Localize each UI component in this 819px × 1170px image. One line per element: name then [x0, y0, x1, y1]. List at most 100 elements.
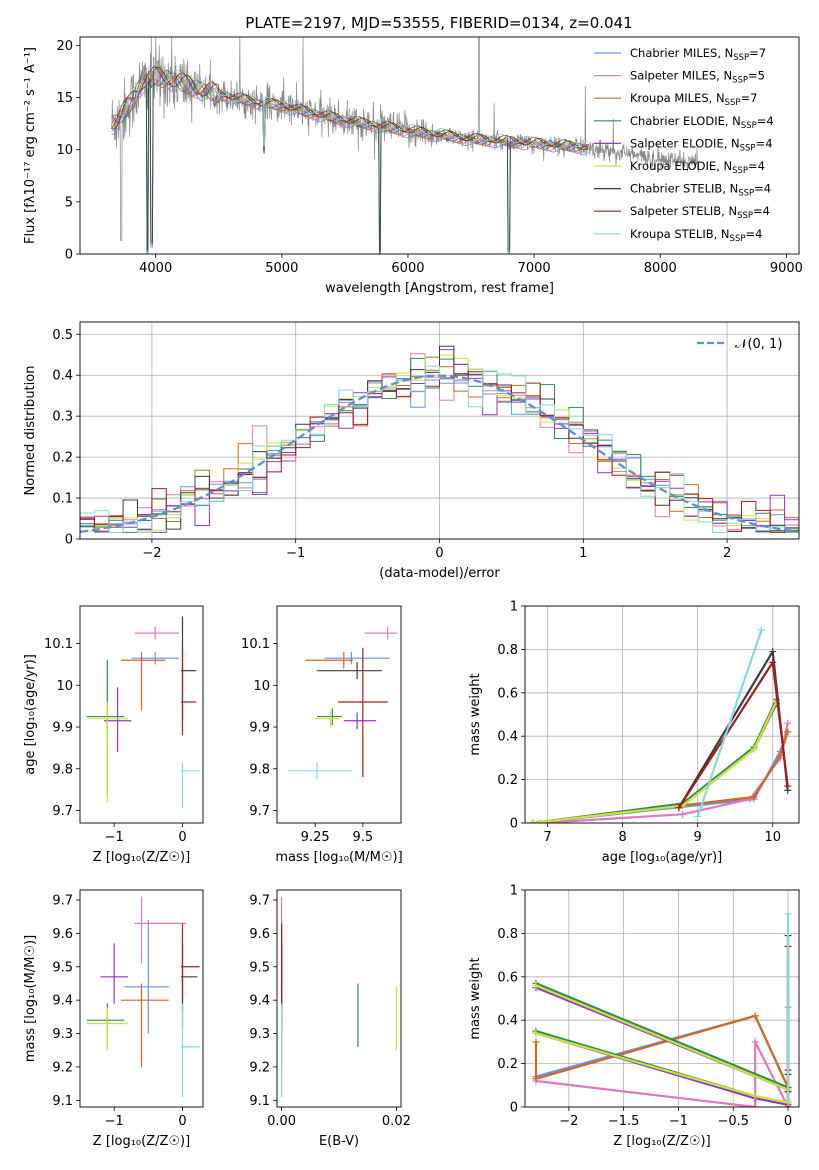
- errorbar-kroupa-elodie: [315, 710, 340, 728]
- y-tick-label: 0.2: [497, 773, 518, 788]
- series-line: [535, 986, 790, 1106]
- y-tick-label: 0.2: [52, 451, 73, 466]
- data-point: [532, 981, 540, 989]
- data-point: [776, 752, 784, 760]
- legend-label-suffix: =5: [748, 69, 765, 83]
- data-point: [784, 782, 792, 790]
- axes-frame: [79, 321, 800, 540]
- errorbar-salpeter-miles: [364, 626, 398, 640]
- legend-label-text: Kroupa ELODIE, N: [630, 159, 732, 173]
- series-salpeter-miles: [536, 719, 792, 823]
- data-point: [675, 804, 683, 812]
- errorbar-chabrier-stelib: [181, 943, 198, 1027]
- x-axis-label: (data-model)/error: [379, 566, 500, 581]
- errorbar-salpeter-miles: [134, 896, 186, 964]
- data-point: [751, 1038, 759, 1046]
- histograms: [80, 345, 799, 533]
- legend-label-sub: SSP: [738, 189, 754, 199]
- errorbar-chabrier-stelib: [317, 662, 382, 680]
- legend-label: Salpeter STELIB, NSSP=4: [630, 204, 770, 221]
- x-tick-label: −0.5: [717, 1114, 749, 1129]
- x-tick-label: 7000: [518, 261, 551, 276]
- y-tick-label: 0: [510, 817, 518, 832]
- axes-frame: [79, 889, 204, 1108]
- spectrum-panel: 4000 5000 6000 7000 8000 9000 0 5 10 15 20 waveleng…: [23, 14, 803, 296]
- x-axis-label: E(B-V): [319, 1134, 359, 1149]
- y-tick-label: 0: [65, 248, 73, 263]
- errorbar-chabrier-stelib: [181, 616, 197, 721]
- y-axis-label: Normed distribution: [23, 366, 38, 496]
- x-tick-label: 1: [579, 546, 587, 561]
- y-tick-label: 10: [253, 679, 270, 694]
- y-tick-label: 9.1: [52, 1094, 73, 1109]
- x-axis-label: wavelength [Angstrom, rest frame]: [325, 281, 554, 296]
- axes-frame: [524, 889, 800, 1108]
- errorbars: [288, 626, 398, 780]
- x-tick-label: 9.25: [301, 830, 330, 845]
- x-tick-label: −1.5: [608, 1114, 640, 1129]
- data-point: [784, 728, 792, 736]
- mass-vs-ebv-panel: 0.00 0.02 9.1 9.2 9.3 9.4 9.5 9.6 9.7 E(B-V): [249, 889, 411, 1149]
- data-point: [529, 819, 537, 823]
- errorbar-chabrier-elodie: [86, 1003, 125, 1047]
- series-line: [696, 629, 763, 817]
- errorbar-salpeter-stelib: [338, 647, 388, 778]
- y-tick-label: 9.4: [52, 994, 73, 1009]
- series-chabrier-elodie: [529, 695, 780, 823]
- x-tick-label: 7: [543, 830, 551, 845]
- legend-label-sub: SSP: [730, 234, 746, 244]
- legend-label: Salpeter MILES, NSSP=5: [630, 69, 765, 86]
- y-tick-label: 10.1: [241, 637, 270, 652]
- y-tick-label: 9.5: [249, 960, 270, 975]
- series-kroupa-stelib: [694, 626, 765, 820]
- errorbar-kroupa-elodie: [86, 1006, 128, 1051]
- legend-label-suffix: =4: [753, 204, 770, 218]
- x-tick-label: −2: [559, 1114, 578, 1129]
- legend-label-suffix: =4: [757, 114, 774, 128]
- data-point: [750, 793, 758, 801]
- axes-frame: [524, 605, 800, 824]
- y-tick-label: 9.4: [249, 994, 270, 1009]
- x-tick-label: 4000: [139, 261, 172, 276]
- data-point: [532, 1029, 540, 1037]
- y-tick-label: 10.1: [44, 637, 73, 652]
- errorbar-kroupa-stelib: [181, 1003, 200, 1097]
- x-tick-label: 2: [723, 546, 731, 561]
- data-spectrum: [111, 37, 699, 241]
- data-point: [532, 1075, 540, 1083]
- data-point: [769, 648, 777, 656]
- data-point: [679, 810, 687, 818]
- data-point: [532, 1038, 540, 1046]
- legend-label: Chabrier MILES, NSSP=7: [630, 46, 766, 63]
- errorbar-salpeter-elodie: [100, 943, 128, 1004]
- histogram-chabrier-stelib: [80, 345, 799, 532]
- x-tick-label: 0: [178, 1114, 186, 1129]
- y-tick-label: 9.3: [249, 1027, 270, 1042]
- y-tick-label: 0: [65, 533, 73, 548]
- errorbar-chabrier-miles: [324, 651, 390, 665]
- series-salpeter-elodie: [532, 984, 792, 1107]
- legend-label-text: Salpeter STELIB, N: [630, 204, 737, 218]
- y-tick-label: 0: [510, 1101, 518, 1116]
- legend-label-sub: SSP: [725, 98, 741, 108]
- y-tick-label: 9.1: [249, 1094, 270, 1109]
- y-tick-label: 1: [510, 884, 518, 899]
- y-tick-label: 15: [56, 91, 73, 106]
- y-tick-label: 9.9: [52, 721, 73, 736]
- errorbar-chabrier-miles: [124, 920, 169, 1034]
- legend-label-text: Kroupa STELIB, N: [630, 227, 730, 241]
- y-tick-label: 9.3: [52, 1027, 73, 1042]
- chart-title: PLATE=2197, MJD=53555, FIBERID=0134, z=0…: [245, 14, 632, 32]
- legend-label: Kroupa MILES, NSSP=7: [630, 91, 757, 108]
- data-point: [751, 1012, 759, 1020]
- x-tick-label: 9.5: [353, 830, 374, 845]
- errorbar-kroupa-stelib: [181, 762, 200, 809]
- legend-label-sub: SSP: [732, 76, 748, 86]
- data-point: [750, 745, 758, 753]
- x-tick-label: 10: [764, 830, 781, 845]
- x-axis-label: age [log₁₀(age/yr)]: [602, 850, 723, 865]
- data-point: [536, 819, 544, 823]
- legend-label-sub: SSP: [737, 211, 753, 221]
- y-tick-label: 0.4: [497, 1014, 518, 1029]
